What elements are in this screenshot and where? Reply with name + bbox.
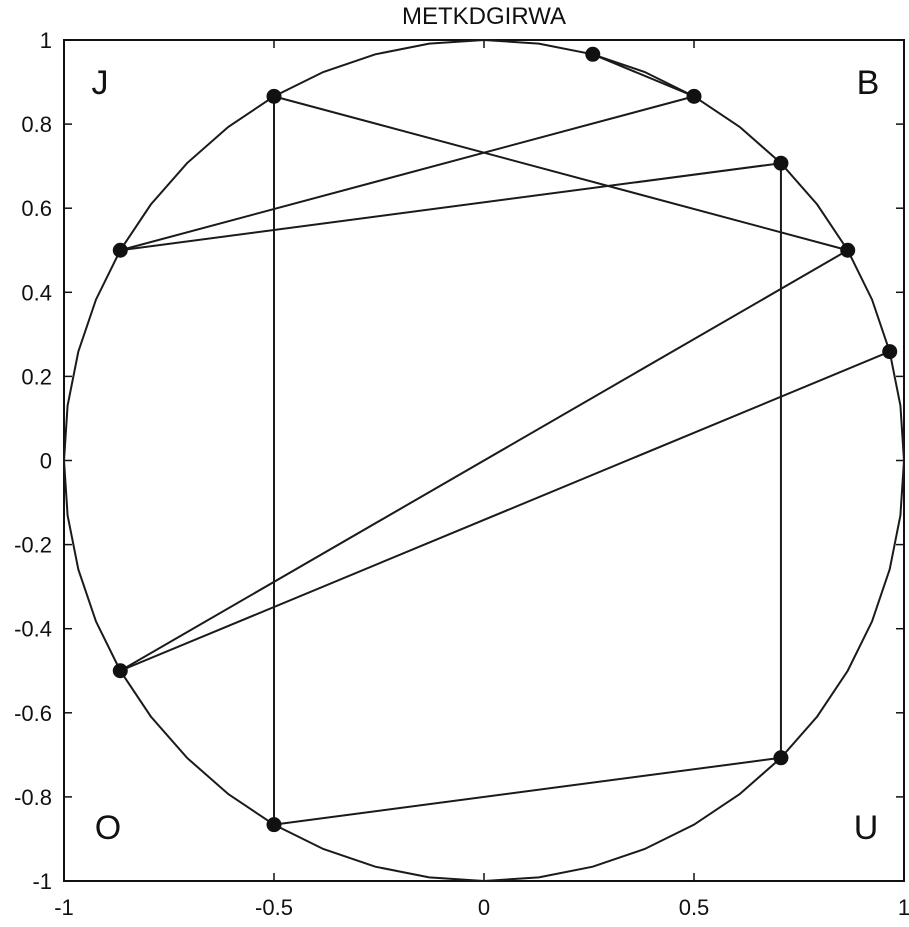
y-tick-label: -0.2 (14, 533, 52, 558)
y-tick-label: 0.2 (21, 364, 52, 389)
y-tick-label: -1 (32, 869, 52, 894)
y-tick-label: 0 (40, 449, 52, 474)
connection-line (119, 350, 891, 672)
data-point (112, 242, 128, 258)
x-tick-label: 0 (478, 895, 490, 920)
y-tick-label: -0.8 (14, 785, 52, 810)
connection-line (592, 53, 695, 98)
connection-line (120, 162, 782, 252)
corner-label: J (92, 64, 109, 102)
data-point (112, 663, 128, 679)
corner-label: B (857, 64, 880, 102)
data-point (686, 88, 702, 104)
data-point (266, 817, 282, 833)
data-point (585, 46, 601, 62)
x-tick-label: -0.5 (255, 895, 293, 920)
chart-title: METKDGIRWA (402, 3, 566, 30)
y-tick-label: -0.6 (14, 701, 52, 726)
corner-labels: J B O U (92, 64, 880, 847)
data-point (266, 88, 282, 104)
connection-lines (119, 53, 891, 826)
connection-line (273, 756, 782, 826)
connection-line (273, 95, 848, 252)
corner-label: O (95, 809, 121, 847)
y-tick-label: 0.8 (21, 112, 52, 137)
data-points (112, 46, 898, 833)
x-tick-label: 1 (898, 895, 909, 920)
y-tick-label: 0.6 (21, 196, 52, 221)
corner-label: U (854, 809, 879, 847)
y-tick-label: -0.4 (14, 617, 52, 642)
data-point (773, 155, 789, 171)
x-tick-label: 0.5 (679, 895, 710, 920)
y-tick-label: 0.4 (21, 280, 52, 305)
data-point (840, 242, 856, 258)
data-point (773, 750, 789, 766)
x-tick-label: -1 (54, 895, 74, 920)
connection-line (119, 249, 849, 672)
data-point (882, 344, 898, 360)
y-tick-label: 1 (40, 28, 52, 53)
connection-line (120, 95, 695, 252)
